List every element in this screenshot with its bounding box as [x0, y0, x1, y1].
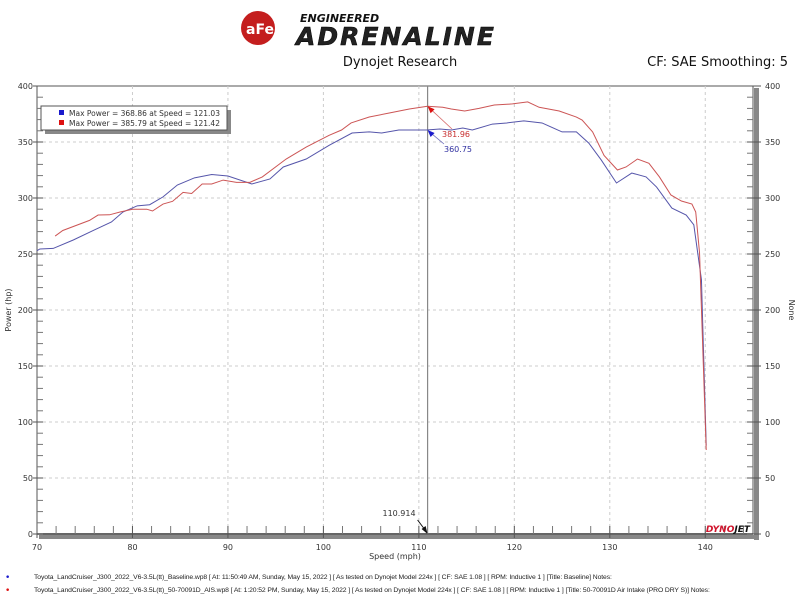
- annotation-arrowhead: [427, 129, 435, 137]
- legend-entry: Max Power = 385.79 at Speed = 121.42: [69, 119, 220, 128]
- cursor-arrowhead: [421, 526, 428, 534]
- y-tick-label: 250: [18, 250, 33, 259]
- x-tick-label: 80: [127, 543, 137, 552]
- annotation-label: 381.96: [442, 130, 470, 139]
- dynojet-logo: DYNOJET: [706, 525, 751, 535]
- x-tick-label: 120: [507, 543, 522, 552]
- annotation-arrow: [429, 107, 453, 130]
- series-line-baseline: [36, 120, 707, 446]
- x-axis-label: Speed (mph): [369, 552, 421, 561]
- cursor-value: 110.914: [382, 509, 415, 518]
- y-tick-label: 0: [28, 530, 33, 539]
- y2-tick-label: 0: [765, 530, 770, 539]
- y2-tick-label: 50: [765, 474, 775, 483]
- y2-tick-label: 100: [765, 418, 780, 427]
- annotation-arrowhead: [427, 106, 435, 114]
- correction-factor-label: CF: SAE Smoothing: 5: [647, 55, 788, 70]
- y2-axis-label: None: [787, 300, 796, 321]
- y2-tick-label: 250: [765, 250, 780, 259]
- run-info-intake: Toyota_LandCruiser_J300_2022_V6-3.5L(tt)…: [34, 587, 710, 594]
- x-tick-label: 140: [698, 543, 713, 552]
- y2-tick-label: 300: [765, 194, 780, 203]
- y2-tick-label: 350: [765, 138, 780, 147]
- svg-text:ADRENALINE: ADRENALINE: [294, 22, 496, 48]
- svg-text:ENGINEERED: ENGINEERED: [300, 12, 379, 25]
- annotation-label: 360.75: [444, 145, 472, 154]
- y-axis-label: Power (hp): [4, 288, 13, 331]
- series-line-intake: [54, 101, 707, 451]
- afe-engineered-adrenaline-logo: aFe ENGINEERED ADRENALINE: [241, 11, 496, 48]
- y2-tick-label: 400: [765, 82, 780, 91]
- legend-swatch: [59, 120, 64, 125]
- chart-subtitle: Dynojet Research: [342, 55, 458, 70]
- run-marker-intake: •: [5, 586, 11, 596]
- legend-swatch: [59, 110, 64, 115]
- legend-box: [40, 105, 228, 131]
- y-tick-label: 300: [18, 194, 33, 203]
- axis-shadow-bottom: [39, 535, 759, 539]
- run-marker-baseline: •: [5, 573, 11, 583]
- axis-shadow-right: [754, 88, 759, 540]
- y2-tick-label: 150: [765, 362, 780, 371]
- y-tick-label: 100: [18, 418, 33, 427]
- svg-text:aFe: aFe: [246, 22, 274, 38]
- y-tick-label: 50: [23, 474, 33, 483]
- y2-tick-label: 200: [765, 306, 780, 315]
- y-tick-label: 150: [18, 362, 33, 371]
- x-tick-label: 110: [411, 543, 426, 552]
- x-tick-label: 130: [602, 543, 617, 552]
- y-tick-label: 400: [18, 82, 33, 91]
- run-info-baseline: Toyota_LandCruiser_J300_2022_V6-3.5L(tt)…: [34, 574, 612, 581]
- x-tick-label: 70: [32, 543, 42, 552]
- legend-entry: Max Power = 368.86 at Speed = 121.03: [69, 109, 220, 118]
- y-tick-label: 350: [18, 138, 33, 147]
- y-tick-label: 200: [18, 306, 33, 315]
- x-tick-label: 90: [223, 543, 233, 552]
- x-tick-label: 100: [316, 543, 331, 552]
